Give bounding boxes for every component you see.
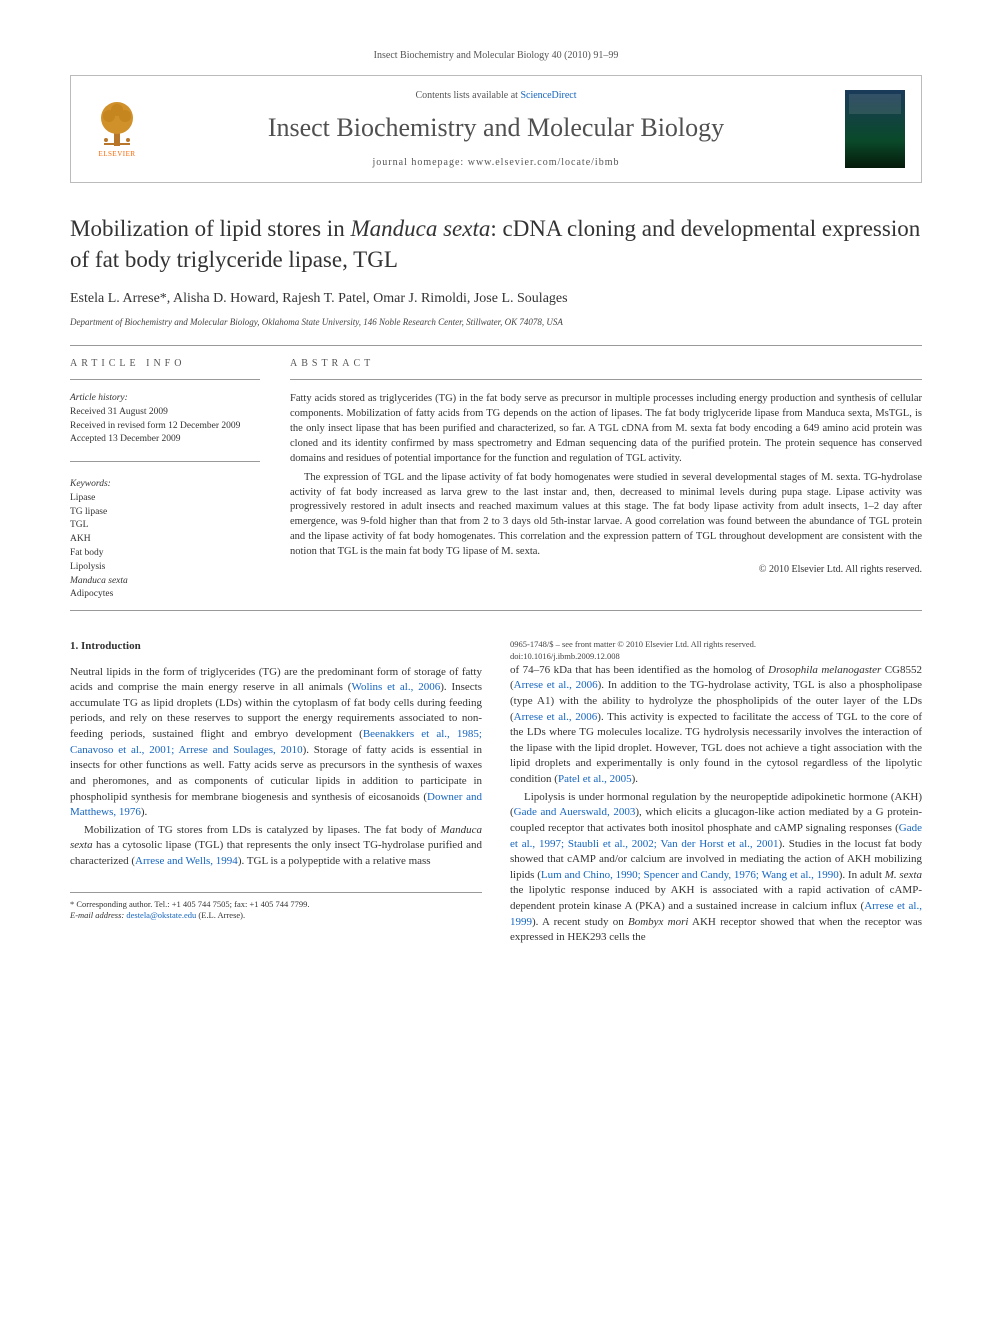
keywords-block: Keywords: Lipase TG lipase TGL AKH Fat b…: [70, 478, 260, 602]
running-head: Insect Biochemistry and Molecular Biolog…: [70, 50, 922, 61]
abstract-copyright: © 2010 Elsevier Ltd. All rights reserved…: [290, 564, 922, 575]
publisher-name: ELSEVIER: [98, 150, 135, 158]
front-matter-meta: 0965-1748/$ – see front matter © 2010 El…: [510, 639, 922, 663]
contents-available-text: Contents lists available at ScienceDirec…: [147, 90, 845, 101]
divider: [70, 379, 260, 380]
body-paragraph: Lipolysis is under hormonal regulation b…: [510, 790, 922, 946]
divider: [70, 345, 922, 346]
divider: [70, 461, 260, 462]
email-link[interactable]: destela@okstate.edu: [126, 910, 196, 920]
publisher-logo: ELSEVIER: [87, 94, 147, 164]
article-history: Article history: Received 31 August 2009…: [70, 392, 260, 447]
journal-homepage: journal homepage: www.elsevier.com/locat…: [147, 157, 845, 168]
article-info-heading: article info: [70, 358, 260, 369]
elsevier-tree-icon: [96, 100, 138, 148]
author-list: Estela L. Arrese*, Alisha D. Howard, Raj…: [70, 291, 922, 307]
divider: [290, 379, 922, 380]
section-heading: 1. Introduction: [70, 639, 482, 655]
article-body: 1. Introduction Neutral lipids in the fo…: [70, 639, 922, 946]
journal-cover-thumbnail: [845, 90, 905, 168]
journal-header-box: ELSEVIER Contents lists available at Sci…: [70, 75, 922, 183]
corresponding-author-footer: * Corresponding author. Tel.: +1 405 744…: [70, 892, 482, 923]
divider: [70, 610, 922, 611]
journal-name: Insect Biochemistry and Molecular Biolog…: [147, 113, 845, 143]
abstract-text: Fatty acids stored as triglycerides (TG)…: [290, 392, 922, 560]
article-title: Mobilization of lipid stores in Manduca …: [70, 213, 922, 275]
affiliation: Department of Biochemistry and Molecular…: [70, 317, 922, 327]
sciencedirect-link[interactable]: ScienceDirect: [520, 90, 576, 101]
body-paragraph: Neutral lipids in the form of triglyceri…: [70, 665, 482, 821]
abstract-heading: abstract: [290, 358, 922, 369]
body-paragraph: of 74–76 kDa that has been identified as…: [510, 663, 922, 788]
body-paragraph: Mobilization of TG stores from LDs is ca…: [70, 823, 482, 870]
